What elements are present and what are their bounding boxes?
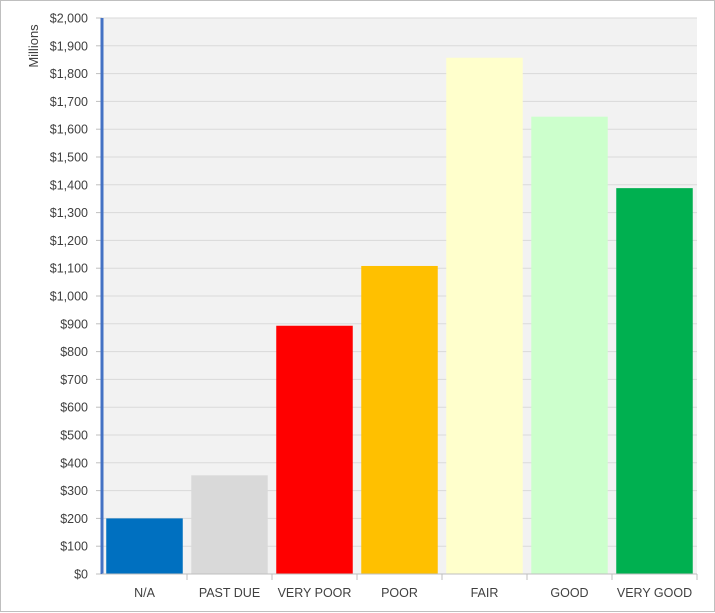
y-tick-label: $1,100 xyxy=(50,262,88,276)
y-tick-labels: $0 $100 $200 $300 $400 $500 $600 $700 $800 $900 $1… xyxy=(50,12,102,582)
y-tick-label: $600 xyxy=(60,401,88,415)
y-tick-label: $2,000 xyxy=(50,12,88,26)
y-axis-label: Millions xyxy=(26,24,41,68)
bar-past-due xyxy=(191,475,268,574)
bar-n-a xyxy=(106,518,183,574)
bar-fair xyxy=(446,57,523,574)
x-tick-label: FAIR xyxy=(471,586,499,600)
y-tick-label: $200 xyxy=(60,512,88,526)
y-tick-label: $1,800 xyxy=(50,67,88,81)
y-tick-label: $1,200 xyxy=(50,234,88,248)
y-tick-label: $1,400 xyxy=(50,178,88,192)
y-tick-label: $1,600 xyxy=(50,123,88,137)
y-tick-label: $1,000 xyxy=(50,290,88,304)
bar-very-poor xyxy=(276,325,353,574)
y-tick-label: $100 xyxy=(60,540,88,554)
y-tick-label: $1,500 xyxy=(50,151,88,165)
x-tick-label: GOOD xyxy=(550,586,588,600)
y-tick-label: $800 xyxy=(60,345,88,359)
bar-good xyxy=(531,116,608,574)
x-tick-label: PAST DUE xyxy=(199,586,260,600)
x-tick-label: POOR xyxy=(381,586,418,600)
y-tick-label: $1,700 xyxy=(50,95,88,109)
bar-poor xyxy=(361,265,438,574)
y-tick-label: $400 xyxy=(60,456,88,470)
y-tick-label: $900 xyxy=(60,317,88,331)
x-tick-label: N/A xyxy=(134,586,156,600)
y-tick-label: $300 xyxy=(60,484,88,498)
x-tick-labels: N/A PAST DUE VERY POOR POOR FAIR GOOD VERY GOO… xyxy=(134,574,698,600)
y-tick-label: $1,300 xyxy=(50,206,88,220)
x-tick-label: VERY POOR xyxy=(278,586,352,600)
y-tick-label: $700 xyxy=(60,373,88,387)
y-tick-label: $0 xyxy=(74,568,88,582)
bar-very-good xyxy=(616,188,693,575)
bars xyxy=(106,57,693,575)
x-tick-label: VERY GOOD xyxy=(617,586,692,600)
y-tick-label: $1,900 xyxy=(50,39,88,53)
y-tick-label: $500 xyxy=(60,429,88,443)
